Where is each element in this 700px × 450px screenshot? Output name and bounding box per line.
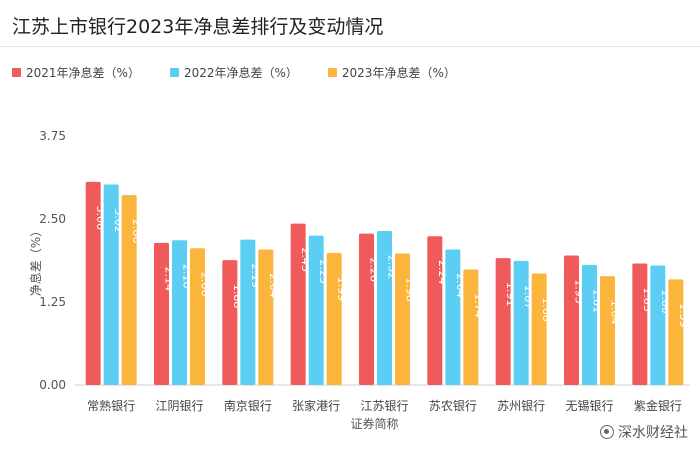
legend-swatch-2022 (169, 68, 179, 77)
bar-data-label: 2.86 (130, 219, 143, 244)
legend-swatch-2021 (12, 68, 21, 77)
y-tick-label: 1.25 (39, 295, 66, 309)
bar (240, 239, 256, 385)
watermark-text: 深水财经社 (618, 425, 688, 441)
bar-data-label: 1.98 (404, 277, 417, 302)
y-tick-label: 3.75 (39, 129, 66, 143)
legend-item-2023[interactable]: 2023年净息差（%） (327, 64, 456, 81)
bar (582, 264, 597, 385)
weibo-icon (600, 425, 614, 439)
title-divider (0, 46, 700, 47)
bar (85, 181, 101, 385)
y-tick-label: 0.00 (39, 378, 66, 392)
bar (258, 249, 274, 385)
legend: 2021年净息差（%） 2022年净息差（%） 2023年净息差（%） (12, 64, 456, 81)
chart-title: 江苏上市银行2023年净息差排行及变动情况 (12, 16, 384, 38)
bar-data-label: 2.06 (199, 272, 212, 297)
x-tick-label: 张家港行 (292, 398, 340, 413)
bar-data-label: 1.59 (677, 303, 690, 328)
bar (103, 184, 119, 385)
bar (377, 230, 392, 385)
bar (650, 265, 666, 385)
bar (564, 255, 579, 385)
bar (154, 242, 169, 385)
y-tick-label: 2.50 (39, 212, 66, 226)
bar (121, 195, 137, 385)
bar-data-label: 1.99 (335, 277, 348, 302)
bar (531, 273, 547, 385)
bar (290, 223, 306, 385)
bar (190, 248, 205, 385)
x-axis-title: 证券简称 (350, 416, 398, 431)
legend-item-2021[interactable]: 2021年净息差（%） (12, 64, 140, 81)
bar (445, 249, 461, 385)
bar (172, 240, 187, 385)
bar (359, 233, 374, 385)
x-tick-label: 苏州银行 (497, 399, 545, 413)
x-tick-label: 常熟银行 (87, 398, 135, 413)
x-tick-label: 江阴银行 (155, 399, 203, 413)
bar (427, 236, 443, 385)
x-tick-label: 苏农银行 (429, 399, 477, 413)
bar (463, 269, 479, 385)
bar (513, 260, 529, 385)
x-tick-label: 紫金银行 (634, 398, 682, 413)
bar (308, 235, 324, 385)
bar (600, 276, 615, 385)
bar (668, 279, 684, 385)
watermark: 深水财经社 (600, 422, 688, 442)
legend-label-2023: 2023年净息差（%） (341, 66, 456, 80)
bar-data-label: 1.74 (472, 293, 485, 318)
bar-data-label: 2.04 (267, 273, 280, 298)
x-tick-label: 江苏银行 (360, 399, 408, 413)
legend-label-2021: 2021年净息差（%） (26, 66, 140, 80)
bar (326, 252, 342, 385)
x-tick-label: 无锡银行 (565, 398, 613, 413)
x-tick-label: 南京银行 (224, 398, 272, 413)
legend-item-2022[interactable]: 2022年净息差（%） (169, 64, 298, 81)
bar-data-label: 1.68 (540, 297, 553, 322)
legend-label-2022: 2022年净息差（%） (183, 66, 298, 80)
bar (632, 263, 648, 385)
bar (395, 253, 410, 385)
bar (222, 260, 238, 385)
y-axis-title: 净息差（%） (28, 225, 43, 296)
legend-swatch-2023 (327, 68, 337, 77)
bar-data-label: 1.64 (609, 300, 622, 325)
bar (495, 258, 511, 385)
